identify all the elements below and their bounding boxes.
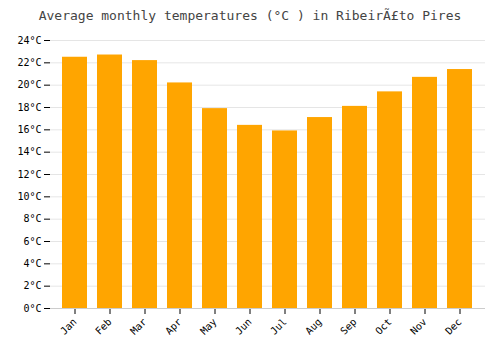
svg-text:8°C: 8°C — [23, 213, 41, 224]
svg-text:12°C: 12°C — [17, 169, 41, 180]
svg-text:20°C: 20°C — [17, 79, 41, 90]
svg-text:Oct: Oct — [373, 316, 394, 337]
svg-text:Aug: Aug — [303, 316, 324, 337]
svg-text:4°C: 4°C — [23, 258, 41, 269]
svg-text:2°C: 2°C — [23, 280, 41, 291]
svg-text:18°C: 18°C — [17, 102, 41, 113]
svg-text:Jul: Jul — [268, 316, 289, 337]
html-text:Average monthly temperatures (: Average monthly temperatures (°C ) in Ri… — [38, 8, 462, 23]
svg-text:Feb: Feb — [93, 316, 114, 337]
svg-text:10°C: 10°C — [17, 191, 41, 202]
svg-text:Sep: Sep — [338, 316, 359, 337]
svg-text:0°C: 0°C — [23, 303, 41, 314]
svg-text:22°C: 22°C — [17, 57, 41, 68]
svg-text:Jun: Jun — [233, 316, 254, 337]
svg-text:Dec: Dec — [443, 316, 464, 337]
svg-text:Apr: Apr — [163, 316, 184, 337]
svg-text:Nov: Nov — [408, 316, 429, 337]
svg-text:May: May — [198, 316, 219, 337]
svg-text:Jan: Jan — [58, 316, 79, 337]
svg-text:Mar: Mar — [128, 316, 149, 337]
svg-text:24°C: 24°C — [17, 35, 41, 46]
svg-text:6°C: 6°C — [23, 236, 41, 247]
svg-text:14°C: 14°C — [17, 146, 41, 157]
svg-text:16°C: 16°C — [17, 124, 41, 135]
